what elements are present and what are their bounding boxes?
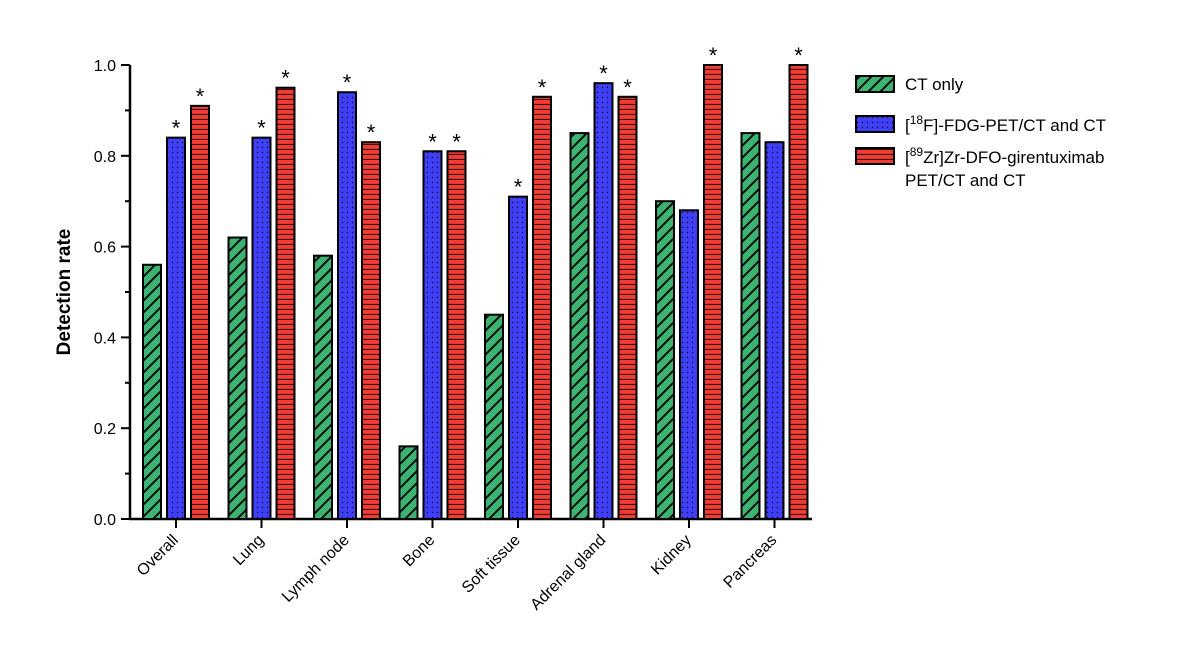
y-tick-label: 0.4 [94, 330, 116, 347]
legend-swatch-fdg [855, 115, 895, 133]
legend: CT only [18F]-FDG-PET/CT and CT [89Zr]Zr… [855, 75, 1106, 190]
x-tick-label-soft-tissue: Soft tissue [459, 532, 524, 597]
significance-star-bone-series-3: * [452, 129, 461, 154]
bar-lung-series-2 [251, 136, 272, 520]
bar-lymph-node-series-3 [361, 141, 381, 520]
bar-bone-series-1 [398, 445, 419, 520]
bar-bone-series-3 [446, 150, 467, 520]
x-tick-label-lung: Lung [230, 532, 267, 569]
y-tick-label: 0.8 [94, 149, 116, 166]
bar-overall-series-3 [190, 104, 210, 521]
legend-label-fdg: [18F]-FDG-PET/CT and CT [905, 113, 1106, 135]
legend-label-zr-text: Zr]Zr-DFO-girentuximab [923, 148, 1104, 167]
bars-group [142, 64, 809, 521]
bar-lymph-node-series-2 [337, 91, 357, 521]
significance-star-adrenal-gland-series-3: * [623, 75, 632, 100]
legend-label-zr-sup: 89 [910, 145, 924, 159]
significance-star-adrenal-gland-series-2: * [599, 61, 608, 86]
significance-markers: * * * * * * * * * * * * * * [172, 43, 804, 200]
bar-soft-tissue-series-2 [508, 195, 528, 520]
significance-star-pancreas-series-3: * [794, 43, 803, 68]
y-tick-label: 0.0 [94, 512, 116, 529]
bar-overall-series-2 [166, 136, 186, 520]
legend-swatch-zr [855, 147, 895, 165]
bar-bone-series-2 [422, 150, 443, 520]
bar-kidney-series-1 [655, 200, 675, 520]
x-tick-label-lymph-node: Lymph node [279, 532, 353, 606]
bar-lymph-node-series-1 [313, 254, 333, 520]
significance-star-soft-tissue-series-2: * [514, 175, 523, 200]
x-tick-label-pancreas: Pancreas [721, 532, 781, 592]
legend-label-ct-only: CT only [905, 75, 964, 94]
legend-label-zr: [89Zr]Zr-DFO-girentuximab [905, 145, 1104, 167]
bar-pancreas-series-2 [764, 141, 785, 520]
significance-star-lung-series-2: * [257, 116, 266, 141]
bar-soft-tissue-series-3 [532, 95, 552, 520]
legend-label-fdg-text: F]-FDG-PET/CT and CT [923, 116, 1106, 135]
y-tick-label: 0.6 [94, 240, 116, 257]
significance-star-bone-series-2: * [428, 129, 437, 154]
significance-star-kidney-series-3: * [709, 43, 718, 68]
significance-star-lung-series-3: * [281, 66, 290, 91]
significance-star-lymph-node-series-2: * [343, 70, 352, 95]
significance-star-overall-series-3: * [196, 84, 205, 109]
bar-adrenal-gland-series-1 [569, 132, 590, 520]
significance-star-overall-series-2: * [172, 116, 181, 141]
y-axis-label: Detection rate [54, 229, 75, 356]
significance-star-lymph-node-series-3: * [367, 120, 376, 145]
significance-star-soft-tissue-series-3: * [538, 75, 547, 100]
y-tick-label: 1.0 [94, 58, 116, 75]
x-tick-labels: Overall Lung Lymph node Bone Soft tissue Adre… [134, 532, 780, 614]
bar-lung-series-1 [227, 236, 248, 521]
bar-adrenal-gland-series-2 [593, 82, 614, 520]
x-tick-label-adrenal-gland: Adrenal gland [527, 532, 609, 614]
bar-soft-tissue-series-1 [484, 313, 504, 521]
bar-pancreas-series-3 [788, 64, 809, 520]
legend-label-fdg-sup: 18 [910, 113, 924, 127]
legend-swatch-ct-only [855, 75, 895, 93]
bar-pancreas-series-1 [740, 132, 761, 520]
bar-adrenal-gland-series-3 [617, 95, 638, 520]
bar-overall-series-1 [142, 263, 162, 521]
legend-label-fdg-prefix: [ [905, 116, 910, 135]
x-tick-label-overall: Overall [134, 532, 182, 580]
legend-label-zr-line2: PET/CT and CT [905, 171, 1026, 190]
y-tick-label: 0.2 [94, 421, 116, 438]
bar-lung-series-3 [275, 86, 296, 520]
legend-label-zr-prefix: [ [905, 148, 910, 167]
x-tick-label-bone: Bone [400, 532, 439, 571]
bar-kidney-series-3 [703, 64, 723, 520]
x-tick-label-kidney: Kidney [648, 532, 695, 579]
bar-kidney-series-2 [679, 209, 699, 520]
